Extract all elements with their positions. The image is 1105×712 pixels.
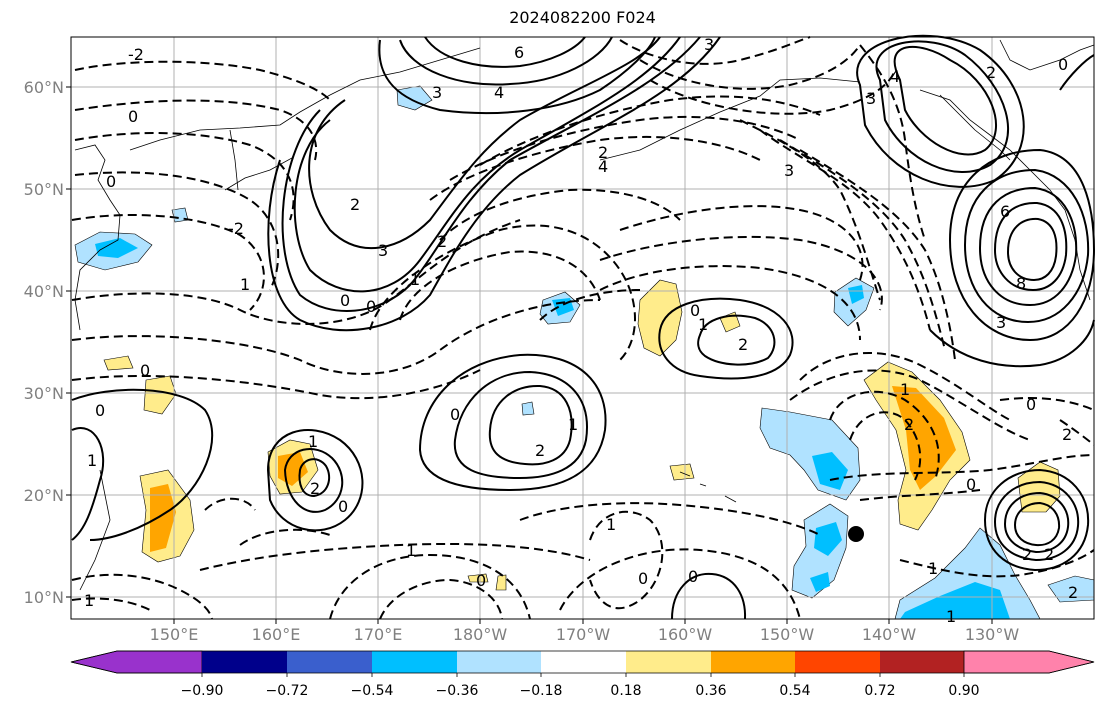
contour-label: 1	[240, 275, 250, 294]
colorbar-tick-label: 0.72	[864, 683, 896, 699]
contour-label: -2	[228, 219, 244, 238]
colorbar-tick-label: −0.54	[350, 683, 394, 699]
contour-label: 1	[410, 270, 420, 289]
lon-label: 160°E	[251, 625, 301, 644]
contour-label: 0	[366, 297, 376, 316]
contour-label: 0	[1026, 395, 1036, 414]
lon-label: 180°W	[452, 625, 508, 644]
contour-label: 2	[350, 195, 360, 214]
contour-label: 1	[406, 541, 416, 560]
colorbar-tick-label: −0.72	[265, 683, 309, 699]
contour-label: 3	[866, 89, 876, 108]
colorbar-tick-label: 0.90	[948, 683, 980, 699]
colorbar-tick-label: 0.36	[695, 683, 727, 699]
contour-label: 4	[494, 83, 504, 102]
contour-label: 0	[638, 569, 648, 588]
contour-label: 1	[308, 432, 318, 451]
contour-label: 2	[904, 415, 914, 434]
contour-label: 1	[606, 515, 616, 534]
colorbar-tick-label: −0.36	[435, 683, 479, 699]
contour-label: 3	[704, 35, 714, 54]
contour-label: 2	[310, 479, 320, 498]
colorbar-tick-label: −0.90	[180, 683, 224, 699]
colorbar-extend-min	[70, 650, 203, 674]
contour-label: 0	[340, 291, 350, 310]
lon-label: 160°W	[657, 625, 713, 644]
map-title: 2024082200 F024	[509, 8, 656, 27]
contour-label: 2	[986, 63, 996, 82]
contour-label: 6	[514, 43, 524, 62]
contour-label: 0	[476, 571, 486, 590]
contour-label: 0	[128, 107, 138, 126]
negative-shading	[74, 85, 1095, 620]
lon-label: 170°W	[555, 625, 611, 644]
positive-shading	[103, 279, 1061, 591]
lat-label: 10°N	[23, 588, 64, 607]
contour-label: 8	[1016, 274, 1026, 293]
solid-contours	[71, 34, 1096, 620]
contour-label: 1	[84, 591, 94, 610]
contour-label: 3	[432, 83, 442, 102]
lat-label: 30°N	[23, 384, 64, 403]
colorbar-tick-label: 0.18	[610, 683, 642, 699]
dashed-contours	[71, 36, 1095, 620]
contour-label: 2	[1022, 545, 1032, 564]
contour-label: -2	[128, 45, 144, 64]
contour-label: 0	[140, 361, 150, 380]
contour-label: 3	[784, 161, 794, 180]
storm-position-dot	[848, 526, 864, 542]
colorbar	[70, 650, 1095, 677]
lon-label: 150°E	[149, 625, 199, 644]
contour-label: 0	[95, 401, 105, 420]
colorbar-extend-max	[963, 650, 1095, 674]
colorbar-tick-label: −0.18	[519, 683, 563, 699]
contour-label: 3	[378, 241, 388, 260]
contour-label: 1	[900, 380, 910, 399]
lon-label: 140°W	[861, 625, 917, 644]
contour-label: 2	[1068, 583, 1078, 602]
contour-label: 1	[698, 315, 708, 334]
contour-label: 0	[338, 497, 348, 516]
contour-label: 4	[598, 157, 608, 176]
contour-label: 1	[946, 607, 956, 626]
contour-label: 0	[688, 567, 698, 586]
lon-label: 130°W	[964, 625, 1020, 644]
contour-label: 0	[1058, 55, 1068, 74]
contour-label: 0	[966, 475, 976, 494]
contour-label: 1	[568, 415, 578, 434]
contour-label: 0	[690, 301, 700, 320]
lon-label: 150°W	[759, 625, 815, 644]
contour-label: 2	[1062, 425, 1072, 444]
contour-label: 0	[450, 405, 460, 424]
contour-label: 2	[535, 441, 545, 460]
contour-label: 2	[1044, 545, 1054, 564]
lat-label: 40°N	[23, 282, 64, 301]
contour-label: 2	[738, 335, 748, 354]
contour-label: 0	[106, 172, 116, 191]
contour-label: 1	[928, 559, 938, 578]
lat-label: 20°N	[23, 486, 64, 505]
lon-label: 170°E	[353, 625, 403, 644]
contour-label: 2	[598, 143, 608, 162]
colorbar-tick-label: 0.54	[779, 683, 811, 699]
contour-labels: 6 4 3 3 2 2 1 0 0 0 0 -2 -2 1 0 0 1 1 2 …	[84, 35, 1078, 626]
lat-label: 60°N	[23, 78, 64, 97]
axis-ticks	[66, 86, 993, 624]
contour-label: 3	[996, 313, 1006, 332]
contour-label: 4	[890, 67, 900, 86]
contour-label: 2	[437, 232, 447, 251]
contour-label: 1	[87, 451, 97, 470]
contour-label: 6	[1000, 202, 1010, 221]
lat-label: 50°N	[23, 180, 64, 199]
